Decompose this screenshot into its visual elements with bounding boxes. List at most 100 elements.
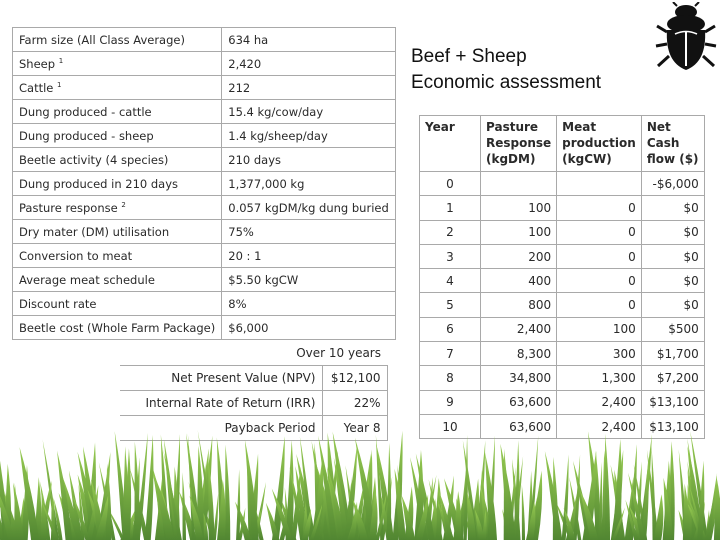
beetle-icon xyxy=(655,2,717,70)
assumption-value: 8% xyxy=(221,291,396,316)
grass-blade xyxy=(53,498,63,540)
grass-blade xyxy=(14,482,18,540)
cashflow-row: 0 -$6,000 xyxy=(419,170,705,197)
assumption-row: Average meat schedule $5.50 kgCW xyxy=(11,267,396,292)
cell-net-cash-flow: $0 xyxy=(640,219,705,245)
cell-net-cash-flow: $0 xyxy=(640,243,705,270)
cell-meat-production: 2,400 xyxy=(556,413,642,440)
summary-row: Net Present Value (NPV) $12,100 xyxy=(120,365,388,391)
assumption-label-text: Discount rate xyxy=(19,296,97,311)
assumption-row: Dung produced in 210 days 1,377,000 kg xyxy=(11,171,396,196)
assumption-label: Average meat schedule xyxy=(11,267,223,292)
cashflow-row: 6 2,400 100 $500 xyxy=(419,316,705,343)
assumption-label: Dung produced - cattle xyxy=(11,99,223,124)
cell-year: 6 xyxy=(419,316,481,343)
grass-blade xyxy=(217,479,226,540)
grass-blade xyxy=(453,491,462,540)
cashflow-row: 3 200 0 $0 xyxy=(419,243,705,270)
grass-blade xyxy=(309,504,323,540)
grass-blade xyxy=(611,507,625,540)
cell-net-cash-flow: $0 xyxy=(640,268,705,294)
grass-blade xyxy=(208,460,215,540)
cell-meat-production: 2,400 xyxy=(556,389,642,415)
cell-year: 4 xyxy=(419,268,481,294)
grass-blade xyxy=(598,461,603,540)
header-meat-production: Meat production (kgCW) xyxy=(556,115,642,172)
assumption-value: 75% xyxy=(221,219,396,244)
assumption-value: 15.4 kg/cow/day xyxy=(221,99,396,124)
grass-blade xyxy=(437,498,450,540)
assumption-row: Beetle activity (4 species) 210 days xyxy=(11,147,396,172)
grass-blade xyxy=(463,434,468,540)
assumption-value: 634 ha xyxy=(221,27,396,52)
grass-blade xyxy=(646,449,659,540)
assumption-label: Cattle 1 xyxy=(11,75,223,100)
cashflow-header-row: Year Pasture Response (kgDM) Meat produc… xyxy=(419,115,705,172)
cell-net-cash-flow: $1,700 xyxy=(640,341,705,367)
assumption-row: Dung produced - sheep 1.4 kg/sheep/day xyxy=(11,123,396,148)
cell-meat-production xyxy=(556,170,642,197)
grass-blade xyxy=(401,495,416,540)
cell-meat-production: 0 xyxy=(556,195,642,221)
cell-pasture-response: 8,300 xyxy=(479,341,558,367)
cell-meat-production: 300 xyxy=(556,341,642,367)
assumption-label: Beetle activity (4 species) xyxy=(11,147,223,172)
grass-blade xyxy=(625,499,638,540)
assumption-label-text: Pasture response xyxy=(19,200,118,215)
grass-blade xyxy=(0,496,15,540)
assumption-label: Conversion to meat xyxy=(11,243,223,268)
grass-blade xyxy=(612,438,622,540)
grass-blade xyxy=(182,472,187,540)
grass-blade xyxy=(271,488,293,540)
cashflow-row: 5 800 0 $0 xyxy=(419,292,705,318)
cell-year: 7 xyxy=(419,341,481,367)
assumption-value: 1.4 kg/sheep/day xyxy=(221,123,396,148)
grass-blade xyxy=(265,502,280,540)
grass-blade xyxy=(123,448,132,540)
cell-net-cash-flow: $500 xyxy=(640,316,705,343)
grass-blade xyxy=(144,435,154,540)
cell-net-cash-flow: $13,100 xyxy=(640,389,705,415)
cell-pasture-response: 100 xyxy=(479,195,558,221)
cell-net-cash-flow: $0 xyxy=(640,195,705,221)
assumption-value: 1,377,000 kg xyxy=(221,171,396,196)
assumption-label-text: Farm size (All Class Average) xyxy=(19,32,185,47)
cell-pasture-response: 63,600 xyxy=(479,389,558,415)
cell-net-cash-flow: $7,200 xyxy=(640,365,705,391)
assumption-label: Pasture response 2 xyxy=(11,195,223,220)
grass-blade xyxy=(348,501,358,540)
grass-blade xyxy=(552,456,559,540)
cell-meat-production: 0 xyxy=(556,292,642,318)
assumption-row: Conversion to meat 20 : 1 xyxy=(11,243,396,268)
grass-blade xyxy=(605,433,611,540)
grass-blade xyxy=(521,484,526,540)
grass-blade xyxy=(628,472,646,540)
grass-blade xyxy=(653,494,664,540)
cashflow-table: Year Pasture Response (kgDM) Meat produc… xyxy=(419,115,705,440)
grass-blade xyxy=(95,495,109,540)
grass-blade xyxy=(580,490,599,540)
grass-blade xyxy=(663,477,673,540)
grass-blade xyxy=(301,509,312,540)
cashflow-row: 1 100 0 $0 xyxy=(419,195,705,221)
grass-blade xyxy=(19,447,40,540)
grass-blade xyxy=(466,492,476,540)
assumption-label-text: Conversion to meat xyxy=(19,248,133,263)
assumption-label-text: Average meat schedule xyxy=(19,272,155,287)
assumption-row: Cattle 1 212 xyxy=(11,75,396,100)
grass-blade xyxy=(311,456,324,540)
assumption-label: Dung produced in 210 days xyxy=(11,171,223,196)
grass-blade xyxy=(189,495,204,540)
assumption-label-text: Beetle activity (4 species) xyxy=(19,152,169,167)
grass-blade xyxy=(354,437,378,540)
grass-blade xyxy=(511,456,524,540)
grass-blade xyxy=(386,442,392,540)
cell-net-cash-flow: $0 xyxy=(640,292,705,318)
assumption-row: Discount rate 8% xyxy=(11,291,396,316)
header-pasture-response: Pasture Response (kgDM) xyxy=(479,115,558,172)
grass-blade xyxy=(375,492,387,540)
grass-blade xyxy=(41,501,59,540)
cashflow-row: 9 63,600 2,400 $13,100 xyxy=(419,389,705,415)
assumption-value: 20 : 1 xyxy=(221,243,396,268)
title-line-2: Economic assessment xyxy=(411,72,602,93)
